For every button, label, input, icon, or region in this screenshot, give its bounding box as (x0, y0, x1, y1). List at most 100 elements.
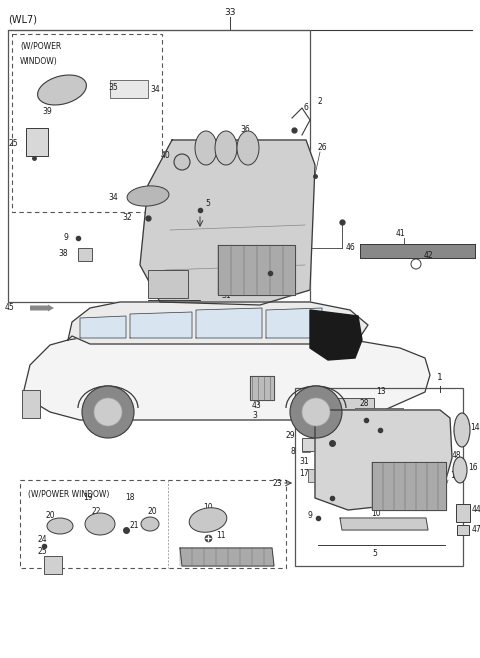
Text: (WL7): (WL7) (8, 14, 37, 24)
Ellipse shape (195, 131, 217, 165)
Polygon shape (68, 302, 368, 344)
Text: 13: 13 (376, 388, 385, 397)
Text: 11: 11 (216, 532, 226, 540)
Circle shape (302, 398, 330, 426)
Text: (W/POWER WINDOW): (W/POWER WINDOW) (28, 490, 109, 499)
Text: 47: 47 (472, 526, 480, 534)
Bar (295, 388, 463, 566)
FancyArrow shape (30, 305, 54, 311)
Text: 41: 41 (396, 230, 406, 238)
Text: 32: 32 (336, 492, 346, 501)
Text: 32: 32 (122, 213, 132, 222)
Text: WINDOW): WINDOW) (20, 57, 58, 66)
Text: 34: 34 (108, 193, 118, 203)
Text: 20: 20 (272, 263, 282, 272)
Bar (318, 398, 374, 409)
Text: 28: 28 (360, 399, 370, 409)
Polygon shape (130, 312, 192, 338)
Bar (360, 244, 475, 258)
Bar (20, 480, 286, 568)
Polygon shape (218, 245, 295, 295)
Bar (44, 556, 62, 574)
Bar (148, 300, 200, 328)
Bar (22, 390, 40, 418)
Text: 18: 18 (125, 494, 135, 503)
Ellipse shape (237, 131, 259, 165)
Text: 12: 12 (384, 434, 394, 442)
Text: 9: 9 (63, 234, 68, 243)
Text: 39: 39 (42, 107, 52, 116)
Text: 21: 21 (130, 522, 140, 530)
Circle shape (411, 259, 421, 269)
Bar (457, 525, 469, 535)
Polygon shape (310, 310, 362, 360)
Text: 1: 1 (437, 373, 443, 382)
Polygon shape (180, 548, 274, 566)
Bar (12, 34, 162, 212)
Text: 36: 36 (240, 126, 250, 134)
Text: 17: 17 (299, 470, 309, 478)
Text: (W/POWER: (W/POWER (20, 42, 61, 51)
Ellipse shape (37, 75, 86, 105)
Polygon shape (24, 338, 430, 420)
Text: 3: 3 (252, 411, 257, 420)
Bar (302, 438, 326, 451)
Text: 6: 6 (304, 103, 309, 113)
Text: 38: 38 (59, 249, 68, 259)
Text: 8: 8 (290, 447, 295, 457)
Text: 15: 15 (450, 472, 460, 480)
Text: 14: 14 (470, 424, 480, 432)
Bar (78, 248, 92, 261)
Ellipse shape (141, 517, 159, 531)
Text: 42: 42 (424, 251, 433, 261)
Text: 33: 33 (224, 8, 236, 17)
Polygon shape (196, 308, 262, 338)
Text: 4: 4 (305, 390, 310, 399)
Text: 40: 40 (160, 151, 170, 159)
Text: 45: 45 (4, 303, 14, 313)
Bar (456, 504, 470, 522)
Ellipse shape (189, 508, 227, 532)
Text: 27: 27 (384, 424, 394, 432)
Text: 16: 16 (468, 463, 478, 472)
Text: 5: 5 (205, 199, 210, 209)
Text: 37: 37 (157, 324, 167, 332)
Circle shape (82, 386, 134, 438)
Polygon shape (340, 518, 428, 530)
Polygon shape (250, 376, 274, 400)
Text: 35: 35 (108, 84, 118, 93)
Text: 26: 26 (318, 143, 328, 153)
Text: 5: 5 (372, 549, 377, 559)
Text: 22: 22 (92, 507, 101, 517)
Text: 29: 29 (286, 432, 295, 440)
Ellipse shape (454, 413, 470, 447)
Polygon shape (266, 308, 322, 338)
Text: 25: 25 (38, 547, 48, 557)
Bar (308, 469, 330, 482)
Text: 30: 30 (338, 436, 348, 445)
Circle shape (174, 154, 190, 170)
Text: 20: 20 (46, 511, 56, 520)
Ellipse shape (215, 131, 237, 165)
Text: 9: 9 (307, 511, 312, 520)
Text: 44: 44 (472, 505, 480, 515)
Text: 23: 23 (272, 478, 282, 488)
Ellipse shape (127, 186, 169, 206)
Text: 48: 48 (452, 451, 462, 459)
Text: 10: 10 (203, 503, 213, 513)
Ellipse shape (85, 513, 115, 535)
Text: 2: 2 (318, 97, 323, 107)
Circle shape (94, 398, 122, 426)
Text: 6: 6 (356, 486, 361, 495)
Text: 34: 34 (150, 84, 160, 93)
Bar (26, 128, 48, 156)
Bar (110, 80, 148, 98)
Text: 31: 31 (221, 291, 231, 301)
Text: 10: 10 (371, 509, 381, 519)
Polygon shape (315, 410, 452, 510)
Bar (360, 244, 475, 258)
Ellipse shape (453, 457, 467, 483)
Bar (8, 30, 310, 302)
Bar (148, 270, 188, 298)
Circle shape (290, 386, 342, 438)
